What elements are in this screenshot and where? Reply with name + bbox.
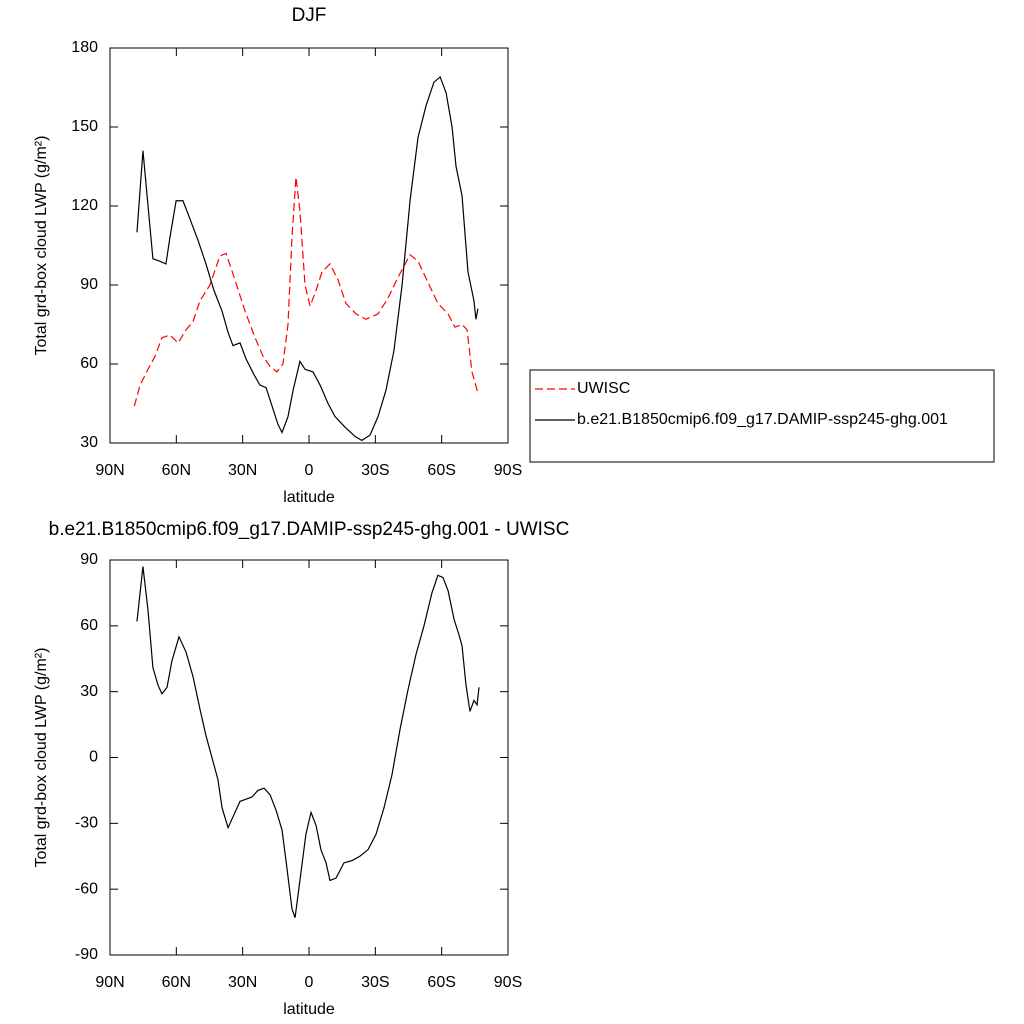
y-axis-label: Total grd-box cloud LWP (g/m²) — [33, 648, 50, 868]
x-tick-label: 30S — [361, 462, 389, 479]
legend-label: b.e21.B1850cmip6.f09_g17.DAMIP-ssp245-gh… — [577, 411, 948, 428]
x-tick-label: 90S — [494, 462, 522, 479]
y-tick-label: 90 — [80, 276, 98, 293]
x-tick-label: 90N — [95, 974, 124, 991]
data-line — [136, 75, 479, 442]
x-tick-label: 60S — [427, 974, 455, 991]
y-tick-label: 60 — [80, 355, 98, 372]
y-tick-label: 30 — [80, 683, 98, 700]
x-axis-label: latitude — [283, 1001, 335, 1018]
chart-title: b.e21.B1850cmip6.f09_g17.DAMIP-ssp245-gh… — [49, 519, 570, 540]
chart-title: DJF — [292, 5, 327, 26]
y-tick-label: 0 — [89, 749, 98, 766]
x-tick-label: 30S — [361, 974, 389, 991]
y-tick-label: 120 — [71, 197, 98, 214]
x-tick-label: 60N — [162, 462, 191, 479]
x-tick-label: 30N — [228, 462, 257, 479]
y-tick-label: -60 — [75, 880, 98, 897]
y-tick-label: 30 — [80, 434, 98, 451]
y-tick-label: 60 — [80, 617, 98, 634]
data-line — [133, 176, 479, 407]
data-line — [136, 566, 480, 918]
y-axis-label: Total grd-box cloud LWP (g/m²) — [33, 136, 50, 356]
y-tick-label: 90 — [80, 551, 98, 568]
legend-label: UWISC — [577, 380, 630, 397]
x-tick-label: 30N — [228, 974, 257, 991]
x-tick-label: 60N — [162, 974, 191, 991]
y-tick-label: 180 — [71, 39, 98, 56]
x-tick-label: 90N — [95, 462, 124, 479]
x-tick-label: 0 — [305, 462, 314, 479]
legend-box — [529, 369, 995, 463]
y-tick-label: -30 — [75, 815, 98, 832]
plot-frame — [109, 559, 509, 956]
x-tick-label: 0 — [305, 974, 314, 991]
x-axis-label: latitude — [283, 489, 335, 506]
x-tick-label: 90S — [494, 974, 522, 991]
y-tick-label: 150 — [71, 118, 98, 135]
x-tick-label: 60S — [427, 462, 455, 479]
y-tick-label: -90 — [75, 946, 98, 963]
